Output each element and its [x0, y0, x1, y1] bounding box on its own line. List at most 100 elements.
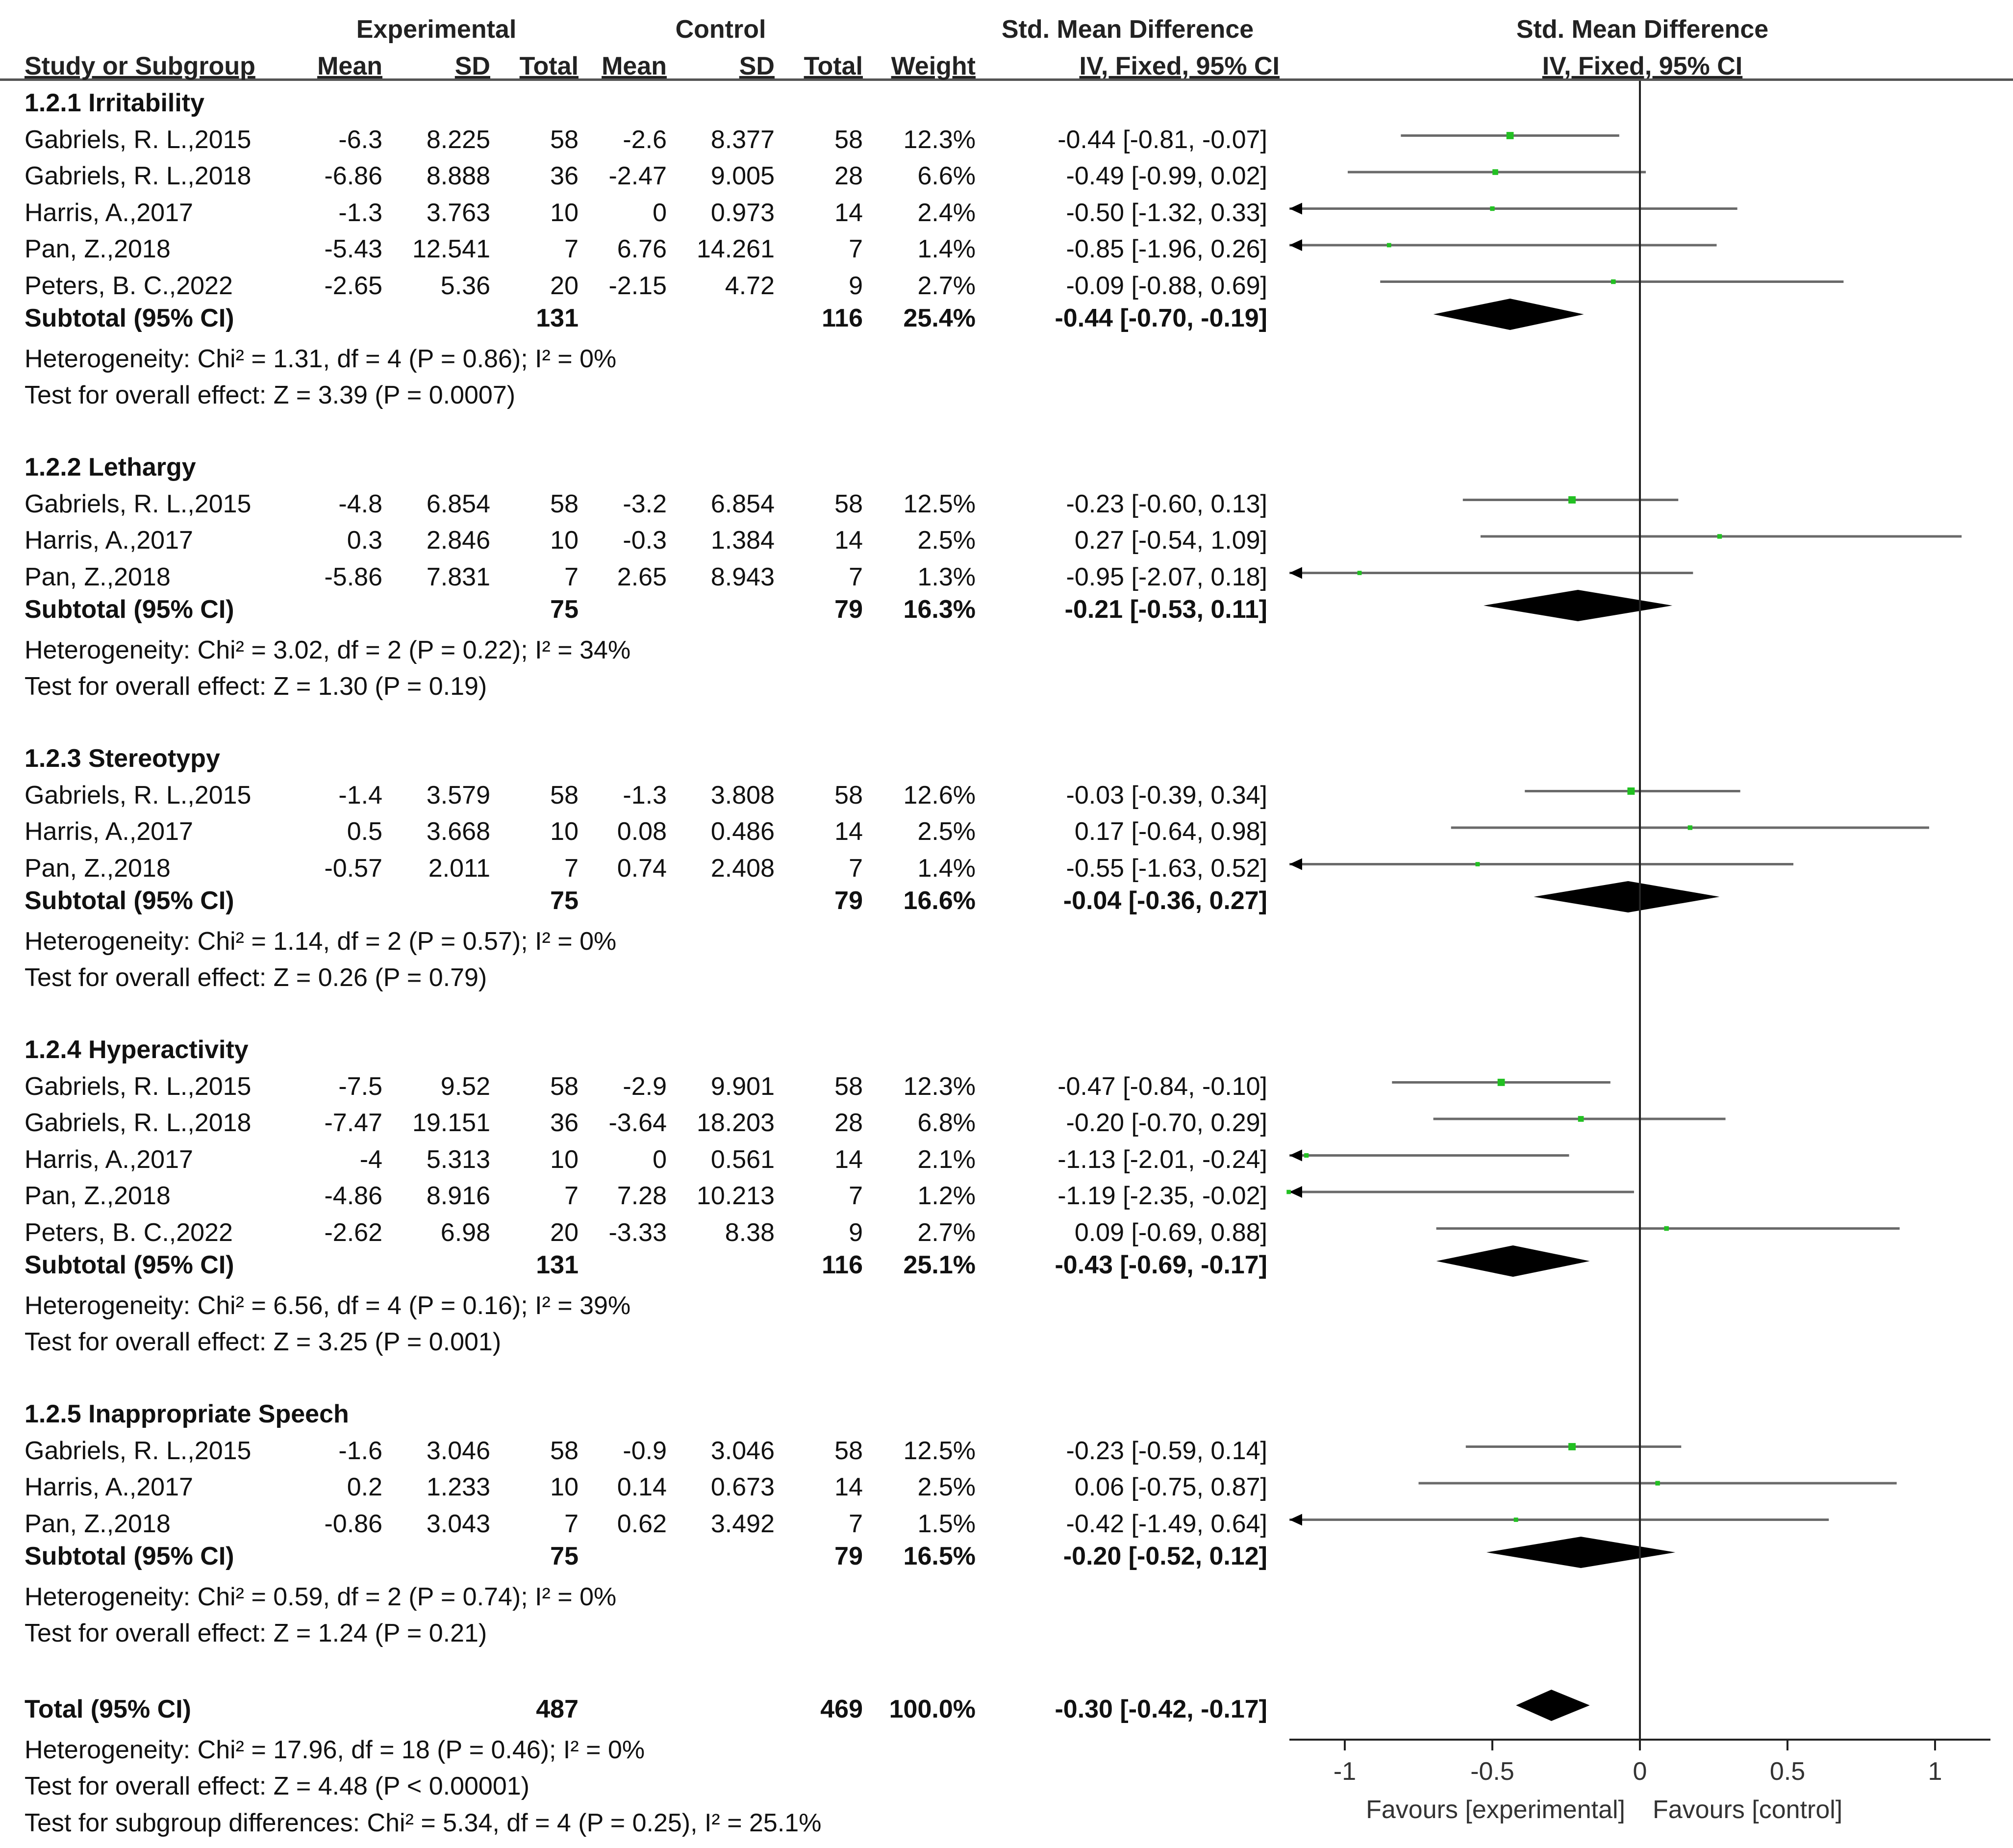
study-sd1: 3.668	[426, 817, 490, 846]
study-weight: 2.5%	[917, 817, 976, 846]
col-header-sd-control: SD	[739, 52, 775, 80]
effect-marker	[1286, 1190, 1291, 1194]
study-mean1: -5.86	[324, 562, 382, 591]
subtotal-label: Subtotal (95% CI)	[25, 595, 234, 624]
study-n1: 10	[550, 1473, 579, 1501]
study-weight: 12.6%	[903, 781, 976, 810]
study-sd2: 1.384	[710, 526, 775, 555]
overall-effect-text: Test for overall effect: Z = 0.26 (P = 0…	[25, 963, 487, 992]
study-ci-text: -0.85 [-1.96, 0.26]	[1066, 235, 1268, 263]
study-weight: 1.4%	[917, 235, 976, 263]
col-header-total-experimental: Total	[519, 52, 579, 80]
study-weight: 6.8%	[917, 1109, 976, 1137]
study-mean2: 0.14	[617, 1473, 667, 1501]
ci-arrow-left	[1289, 239, 1302, 251]
study-ci-text: 0.17 [-0.64, 0.98]	[1074, 817, 1267, 846]
study-mean2: -0.9	[623, 1436, 667, 1465]
study-sd2: 8.943	[710, 562, 775, 591]
effect-marker	[1492, 169, 1498, 175]
subtotal-diamond	[1534, 881, 1720, 912]
study-mean2: -2.6	[623, 125, 667, 154]
study-mean1: -4.86	[324, 1182, 382, 1210]
study-weight: 2.1%	[917, 1145, 976, 1174]
subtotal-label: Subtotal (95% CI)	[25, 1251, 234, 1279]
favours-experimental-label: Favours [experimental]	[1366, 1796, 1625, 1824]
study-ci-text: -0.49 [-0.99, 0.02]	[1066, 162, 1268, 190]
total-heterogeneity-text: Heterogeneity: Chi² = 17.96, df = 18 (P …	[25, 1735, 645, 1764]
study-name: Pan, Z.,2018	[25, 1182, 171, 1210]
ci-arrow-left	[1289, 858, 1302, 870]
study-weight: 12.5%	[903, 489, 976, 518]
study-sd2: 2.408	[710, 854, 775, 883]
effect-group-header: Std. Mean Difference	[1001, 15, 1254, 44]
study-ci-text: -1.19 [-2.35, -0.02]	[1057, 1182, 1267, 1210]
study-sd1: 8.916	[426, 1182, 490, 1210]
study-n1: 58	[550, 125, 579, 154]
subtotal-n1: 131	[536, 1251, 579, 1279]
study-sd1: 5.36	[440, 271, 490, 300]
study-n2: 14	[834, 817, 863, 846]
study-n2: 7	[849, 1182, 863, 1210]
study-mean1: -0.86	[324, 1509, 382, 1538]
study-mean1: -7.47	[324, 1109, 382, 1137]
study-sd1: 7.831	[426, 562, 490, 591]
subtotal-diamond	[1486, 1537, 1676, 1568]
total-ci-text: -0.30 [-0.42, -0.17]	[1055, 1695, 1267, 1723]
effect-marker	[1568, 496, 1576, 504]
subtotal-ci-text: -0.04 [-0.36, 0.27]	[1063, 886, 1267, 915]
study-sd1: 6.98	[440, 1218, 490, 1247]
study-mean1: -4.8	[338, 489, 382, 518]
study-mean1: -1.3	[338, 198, 382, 227]
study-n1: 58	[550, 781, 579, 810]
effect-marker	[1497, 1079, 1505, 1086]
study-mean2: 0	[653, 1145, 667, 1174]
study-sd2: 0.561	[710, 1145, 775, 1174]
study-sd2: 6.854	[710, 489, 775, 518]
study-n2: 58	[834, 125, 863, 154]
study-mean1: 0.3	[347, 526, 382, 555]
subtotal-n1: 131	[536, 304, 579, 332]
study-ci-text: 0.06 [-0.75, 0.87]	[1074, 1473, 1267, 1501]
effect-marker	[1475, 862, 1480, 866]
x-tick-label: 1	[1928, 1757, 1942, 1786]
effect-marker	[1664, 1226, 1669, 1231]
study-sd1: 3.043	[426, 1509, 490, 1538]
col-header-mean-control: Mean	[602, 52, 667, 80]
study-n1: 7	[564, 235, 579, 263]
subtotal-weight: 25.4%	[903, 304, 976, 332]
effect-marker	[1506, 132, 1514, 139]
study-weight: 12.5%	[903, 1436, 976, 1465]
study-mean2: -3.64	[608, 1109, 667, 1137]
subtotal-ci-text: -0.20 [-0.52, 0.12]	[1063, 1542, 1267, 1570]
study-sd2: 3.808	[710, 781, 775, 810]
study-sd2: 9.901	[710, 1072, 775, 1101]
study-ci-text: -0.47 [-0.84, -0.10]	[1057, 1072, 1267, 1101]
study-weight: 1.3%	[917, 562, 976, 591]
study-weight: 2.7%	[917, 1218, 976, 1247]
study-sd1: 1.233	[426, 1473, 490, 1501]
x-tick-label: -0.5	[1470, 1757, 1514, 1786]
study-ci-text: -0.95 [-2.07, 0.18]	[1066, 562, 1268, 591]
subgroup-title: 1.2.3 Stereotypy	[25, 744, 220, 773]
x-tick-label: 0	[1633, 1757, 1647, 1786]
subtotal-label: Subtotal (95% CI)	[25, 1542, 234, 1570]
ci-arrow-left	[1289, 567, 1302, 579]
heterogeneity-text: Heterogeneity: Chi² = 0.59, df = 2 (P = …	[25, 1582, 617, 1611]
subgroup-title: 1.2.1 Irritability	[25, 89, 205, 117]
study-n2: 58	[834, 781, 863, 810]
study-n2: 14	[834, 1473, 863, 1501]
effect-marker	[1717, 534, 1722, 539]
subtotal-diamond	[1433, 299, 1584, 330]
effect-marker	[1386, 243, 1391, 248]
study-ci-text: -0.20 [-0.70, 0.29]	[1066, 1109, 1268, 1137]
heterogeneity-text: Heterogeneity: Chi² = 3.02, df = 2 (P = …	[25, 635, 631, 664]
study-mean2: -1.3	[623, 781, 667, 810]
heterogeneity-text: Heterogeneity: Chi² = 1.31, df = 4 (P = …	[25, 344, 617, 373]
study-mean2: 0.74	[617, 854, 667, 883]
study-mean1: -2.65	[324, 271, 382, 300]
study-n2: 58	[834, 1072, 863, 1101]
col-header-ci: IV, Fixed, 95% CI	[1079, 52, 1280, 80]
study-name: Gabriels, R. L.,2015	[25, 1072, 252, 1101]
study-mean2: -3.33	[608, 1218, 667, 1247]
study-ci-text: -0.03 [-0.39, 0.34]	[1066, 781, 1268, 810]
